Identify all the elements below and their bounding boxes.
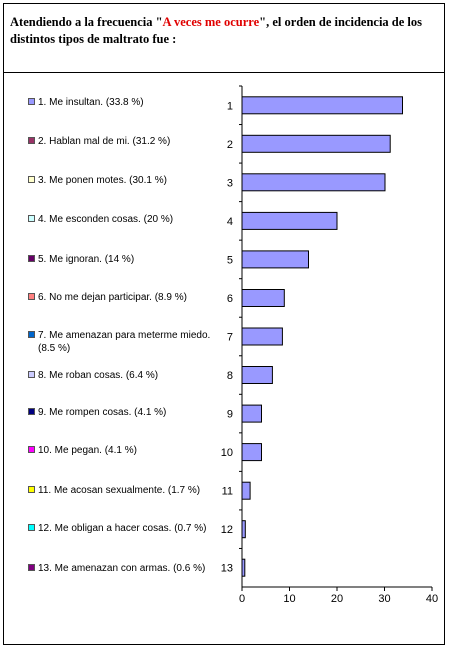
legend-item: 3. Me ponen motes. (30.1 %) bbox=[28, 174, 223, 187]
category-tick-label: 5 bbox=[227, 254, 233, 266]
legend-label: 6. No me dejan participar. (8.9 %) bbox=[38, 292, 187, 303]
legend-swatch bbox=[28, 486, 35, 493]
legend-item: 2. Hablan mal de mi. (31.2 %) bbox=[28, 135, 223, 148]
title-divider bbox=[3, 72, 445, 73]
legend-swatch bbox=[28, 446, 35, 453]
bar bbox=[241, 134, 391, 153]
category-tick-label: 13 bbox=[221, 563, 233, 575]
legend-label: 11. Me acosan sexualmente. (1.7 %) bbox=[38, 485, 201, 496]
category-tick-label: 9 bbox=[227, 409, 233, 421]
bar bbox=[241, 366, 273, 384]
bar bbox=[241, 250, 309, 269]
legend-swatch bbox=[28, 98, 35, 105]
legend-item: 13. Me amenazan con armas. (0.6 %) bbox=[28, 562, 223, 575]
legend-label: 13. Me amenazan con armas. (0.6 %) bbox=[38, 563, 206, 574]
legend-swatch bbox=[28, 255, 35, 262]
legend-label: 7. Me amenazan para meterme miedo. (8.5 … bbox=[38, 330, 211, 354]
category-tick-label: 11 bbox=[222, 486, 233, 498]
legend-item: 9. Me rompen cosas. (4.1 %) bbox=[28, 406, 223, 419]
x-tick-label: 40 bbox=[426, 593, 438, 605]
legend-item: 11. Me acosan sexualmente. (1.7 %) bbox=[28, 484, 223, 497]
legend-item: 5. Me ignoran. (14 %) bbox=[28, 253, 223, 266]
legend-label: 9. Me rompen cosas. (4.1 %) bbox=[38, 407, 167, 418]
legend-item: 7. Me amenazan para meterme miedo. (8.5 … bbox=[28, 329, 223, 355]
bar bbox=[241, 481, 251, 500]
legend-label: 3. Me ponen motes. (30.1 %) bbox=[38, 175, 167, 186]
category-tick-label: 4 bbox=[227, 216, 233, 228]
legend-label: 2. Hablan mal de mi. (31.2 %) bbox=[38, 136, 171, 147]
category-tick-label: 2 bbox=[227, 139, 233, 151]
legend-label: 4. Me esconden cosas. (20 %) bbox=[38, 214, 174, 225]
legend-swatch bbox=[28, 137, 35, 144]
legend-label: 10. Me pegan. (4.1 %) bbox=[38, 445, 137, 456]
legend-swatch bbox=[28, 176, 35, 183]
x-tick-label: 0 bbox=[239, 593, 245, 605]
category-tick-label: 12 bbox=[221, 524, 233, 536]
x-tick-label: 30 bbox=[378, 593, 390, 605]
legend-label: 5. Me ignoran. (14 %) bbox=[38, 254, 135, 265]
legend-label: 8. Me roban cosas. (6.4 %) bbox=[38, 370, 159, 381]
legend-item: 6. No me dejan participar. (8.9 %) bbox=[28, 291, 223, 304]
category-tick-label: 10 bbox=[221, 447, 233, 459]
legend-label: 1. Me insultan. (33.8 %) bbox=[38, 97, 144, 108]
bar bbox=[241, 211, 338, 230]
legend-label: 12. Me obligan a hacer cosas. (0.7 %) bbox=[38, 523, 207, 534]
legend-swatch bbox=[28, 371, 35, 378]
category-tick-label: 7 bbox=[227, 332, 233, 344]
title-part-2: ", el orden de incidencia de los distint… bbox=[10, 15, 422, 46]
legend-item: 10. Me pegan. (4.1 %) bbox=[28, 444, 223, 457]
title-highlight: A veces me ocurre bbox=[162, 15, 260, 29]
chart-title: Atendiendo a la frecuencia "A veces me o… bbox=[10, 14, 430, 48]
x-tick-label: 10 bbox=[283, 593, 295, 605]
bar bbox=[241, 289, 285, 307]
legend-swatch bbox=[28, 293, 35, 300]
title-part-1: Atendiendo a la frecuencia " bbox=[10, 15, 163, 29]
legend-swatch bbox=[28, 215, 35, 222]
x-tick-label: 20 bbox=[331, 593, 343, 605]
legend-swatch bbox=[28, 408, 35, 415]
legend-item: 12. Me obligan a hacer cosas. (0.7 %) bbox=[28, 522, 223, 535]
category-tick-label: 8 bbox=[227, 370, 233, 382]
category-tick-label: 6 bbox=[227, 293, 233, 305]
legend-swatch bbox=[28, 564, 35, 571]
legend-item: 1. Me insultan. (33.8 %) bbox=[28, 96, 223, 109]
legend-swatch bbox=[28, 331, 35, 338]
legend-item: 8. Me roban cosas. (6.4 %) bbox=[28, 369, 223, 382]
category-tick-label: 3 bbox=[227, 177, 233, 189]
bar bbox=[241, 327, 283, 346]
bar bbox=[241, 173, 386, 192]
category-tick-label: 1 bbox=[227, 100, 233, 112]
legend-swatch bbox=[28, 524, 35, 531]
bar bbox=[241, 404, 262, 423]
bar bbox=[241, 96, 403, 115]
bar bbox=[241, 443, 262, 462]
legend-item: 4. Me esconden cosas. (20 %) bbox=[28, 213, 223, 226]
